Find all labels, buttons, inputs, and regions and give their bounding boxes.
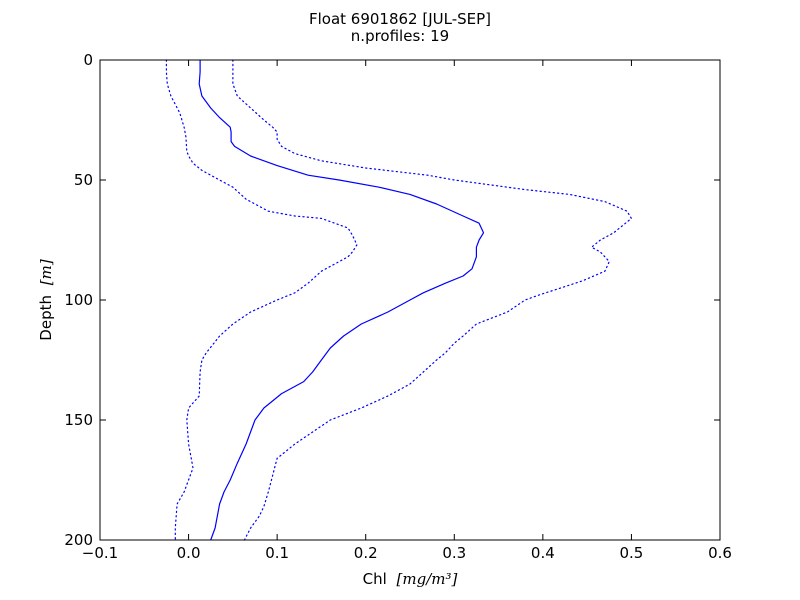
mean-profile-line [198,60,485,541]
x-axis-unit: [mg/m³] [397,570,458,588]
y-axis-unit: [m] [37,259,55,285]
y-tick-label: 50 [74,171,93,189]
chart-subtitle: n.profiles: 19 [351,27,449,45]
y-tick-label: 100 [64,291,93,309]
x-tick-label: 0.0 [177,544,201,562]
x-tick-label: 0.4 [531,544,555,562]
x-tick-label: 0.3 [442,544,466,562]
y-tick-label: 150 [64,411,93,429]
x-tick-label: 0.5 [619,544,643,562]
x-tick-label: −0.1 [82,544,118,562]
upper-bound-dotted-line [232,59,633,541]
y-axis-label: Depth [m] [37,259,55,341]
y-tick-label: 0 [83,51,93,69]
x-tick-label: 0.6 [708,544,732,562]
x-tick-label: 0.1 [265,544,289,562]
x-axis-label: Chl [mg/m³] [363,570,458,588]
y-axis-label-text: Depth [37,295,55,341]
y-tick-label: 200 [64,531,93,549]
x-tick-label: 0.2 [354,544,378,562]
x-axis-label-text: Chl [363,570,387,588]
chart-title: Float 6901862 [JUL-SEP] [309,10,491,28]
series-layer [165,59,633,541]
tick-layer: −0.1 0.0 0.1 0.2 0.3 0.4 0.5 0.6 0 50 100 150 200 [64,51,732,562]
lower-bound-dotted-line [165,59,358,541]
